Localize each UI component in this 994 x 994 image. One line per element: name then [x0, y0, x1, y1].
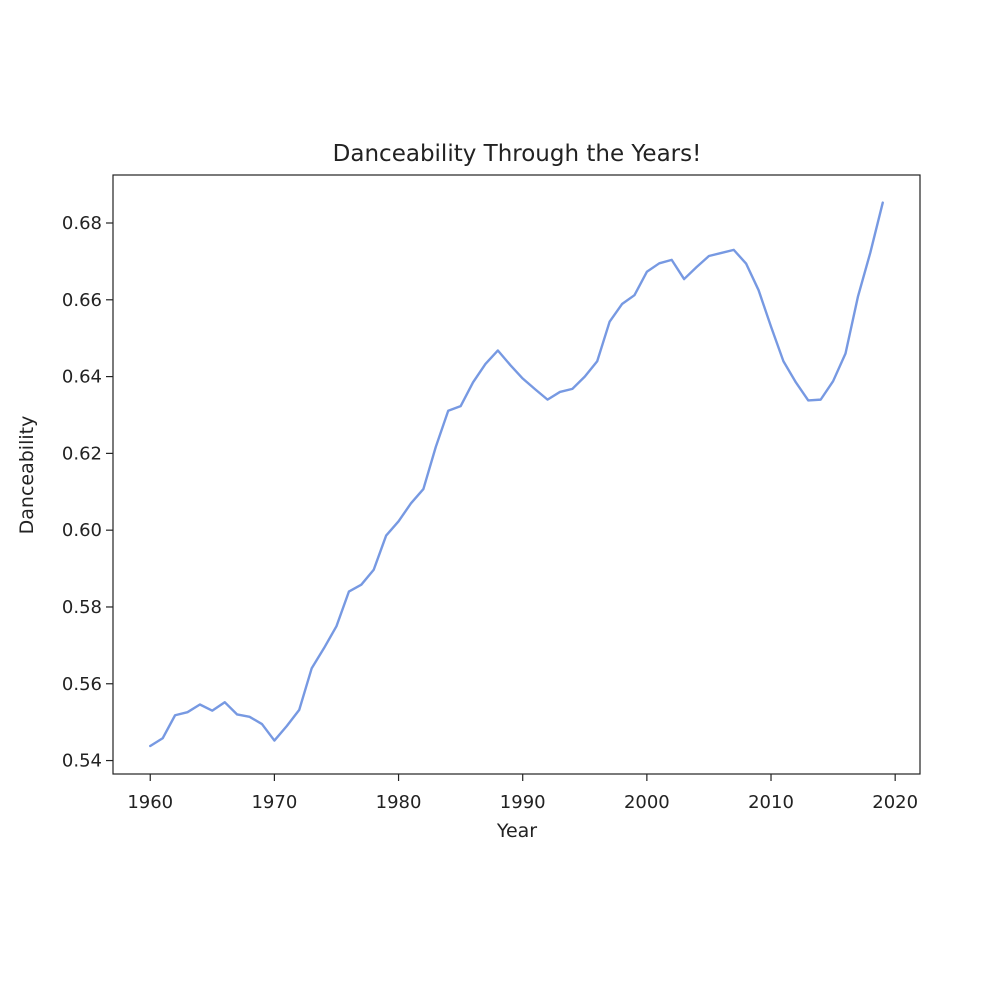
y-tick-label: 0.68 [62, 213, 102, 234]
x-axis: 1960 1970 1980 1990 2000 2010 2020 [127, 774, 918, 813]
y-tick-label: 0.56 [62, 674, 102, 695]
chart-title: Danceability Through the Years! [333, 141, 702, 167]
danceability-line [149, 201, 884, 748]
y-tick-label: 0.62 [62, 443, 102, 464]
x-tick-label: 1990 [500, 792, 546, 813]
x-tick-label: 2010 [748, 792, 794, 813]
plot-frame [112, 174, 921, 775]
x-tick-label: 1970 [251, 792, 297, 813]
y-tick-label: 0.64 [62, 367, 102, 388]
x-tick-label: 1980 [376, 792, 422, 813]
x-tick-label: 2000 [624, 792, 670, 813]
series-layer [149, 201, 884, 748]
x-tick-label: 2020 [872, 792, 918, 813]
y-axis-label: Danceability [16, 416, 38, 535]
y-tick-label: 0.60 [62, 520, 102, 541]
y-tick-label: 0.54 [62, 751, 102, 772]
x-tick-label: 1960 [127, 792, 173, 813]
y-tick-label: 0.66 [62, 290, 102, 311]
y-axis: 0.54 0.56 0.58 0.60 0.62 0.64 0.66 0.68 [62, 213, 113, 772]
x-axis-label: Year [496, 820, 537, 842]
y-tick-label: 0.58 [62, 597, 102, 618]
